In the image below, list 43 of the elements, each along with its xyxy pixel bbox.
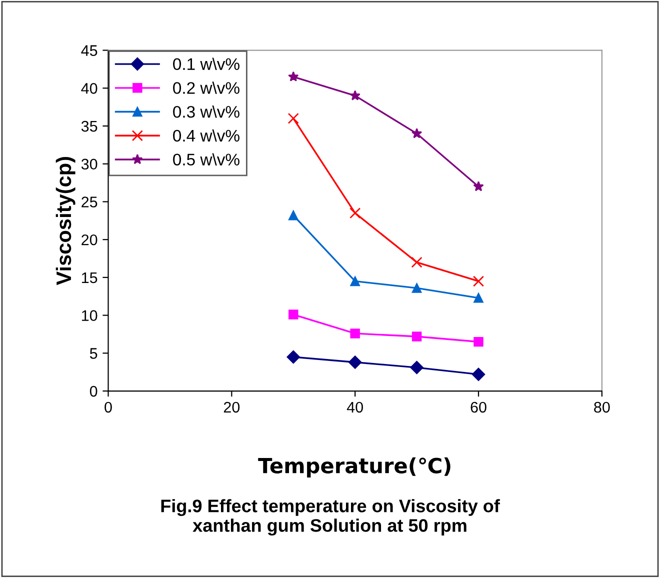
point [411,128,422,138]
y-tick-label: 5 [90,348,98,359]
legend-label: 0.1 w\v% [173,58,240,70]
point [412,283,422,293]
caption: Fig.9 Effect temperature on Viscosity of xanthan gum Solution at 50 rpm [161,499,500,536]
point [288,310,298,320]
point [350,208,361,219]
y-axis-title: Viscosity(cp) [56,157,76,286]
point [472,276,484,287]
y-tick-label: 45 [81,45,98,56]
x-tick-label: 20 [224,402,240,413]
x-tick-label: 40 [346,402,363,413]
y-tick-label: 10 [82,310,98,321]
legend-label: 0.3 w\v% [173,106,240,118]
point [288,210,298,220]
point [410,360,424,374]
point [350,276,360,286]
y-tick-label: 35 [81,120,98,132]
x-axis-title: Temperature(℃) [258,457,450,478]
y-tick-label: 30 [81,158,98,170]
point [350,328,360,338]
point [472,368,486,381]
y-tick-label: 40 [81,83,98,94]
legend-label: 0.5 w\v% [173,153,240,166]
point [348,356,362,369]
point [412,332,422,342]
legend-label: 0.4 w\v% [173,129,240,142]
point [286,350,300,364]
legend-label: 0.2 w\v% [173,82,240,94]
point [474,336,484,347]
point [474,293,484,303]
point [411,256,422,268]
y-tick-label: 15 [82,272,98,284]
point [288,71,299,82]
point [350,90,360,100]
x-tick-label: 0 [104,402,112,413]
x-tick-label: 60 [470,402,486,413]
point [473,181,484,192]
y-tick-label: 0 [90,386,98,397]
y-tick-label: 25 [82,196,98,208]
x-tick-label: 80 [594,402,610,413]
point [288,112,299,124]
y-tick-label: 20 [82,234,98,246]
